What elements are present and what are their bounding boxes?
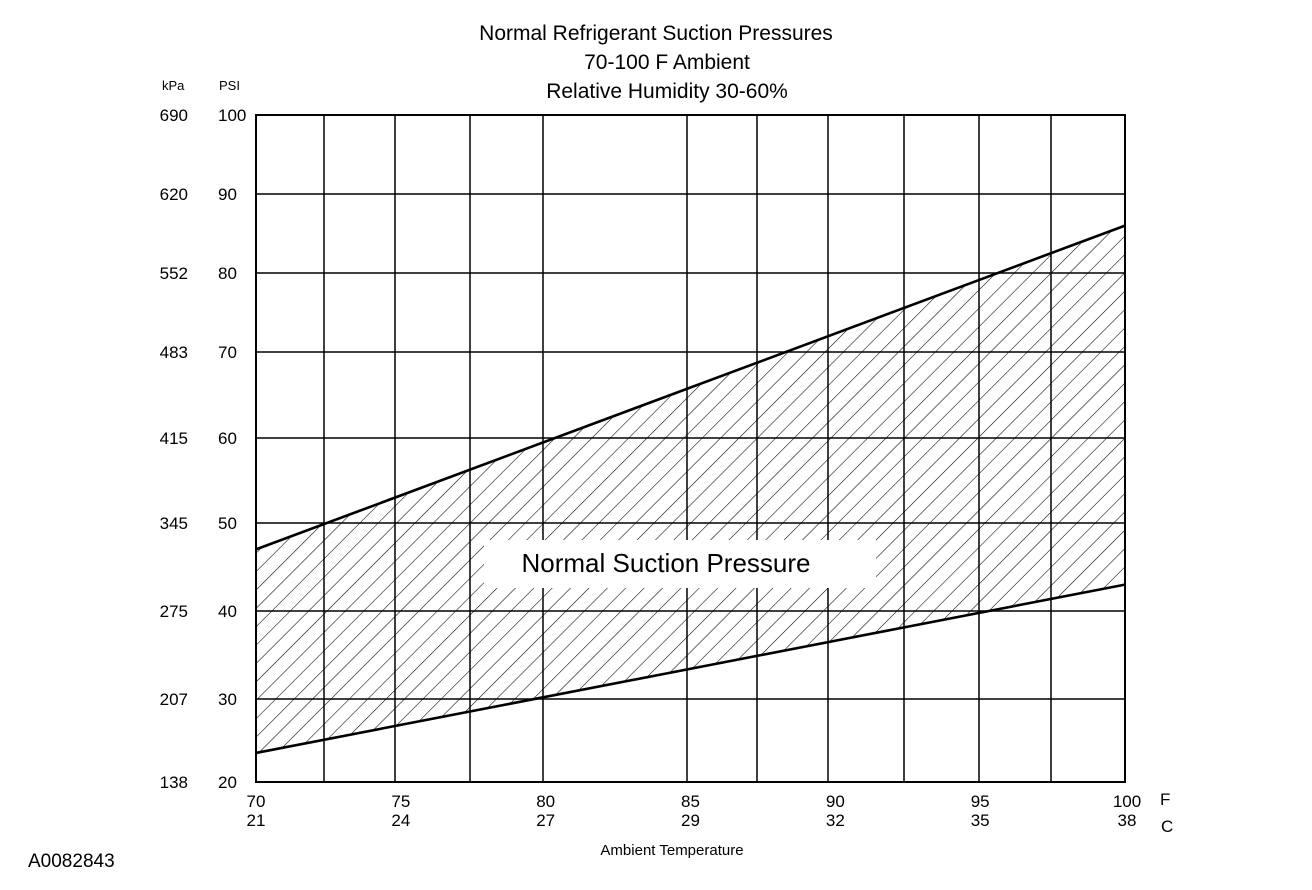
x-unit-celsius: C (1161, 817, 1174, 836)
chart-title-line-1: Normal Refrigerant Suction Pressures (479, 22, 833, 45)
y-tick-psi: 90 (218, 185, 237, 204)
y-tick-psi: 100 (218, 106, 246, 125)
x-tick-c: 32 (826, 811, 845, 830)
lower-boundary-line (255, 583, 1126, 755)
y-tick-psi: 80 (218, 264, 237, 283)
y-tick-psi: 50 (218, 514, 237, 533)
y-tick-kpa: 275 (160, 602, 188, 621)
x-unit-fahrenheit: F (1160, 790, 1171, 809)
chart-title-line-3: Relative Humidity 30-60% (546, 80, 788, 103)
x-tick-c: 27 (536, 811, 555, 830)
region-label-background (484, 540, 876, 588)
x-tick-f: 80 (536, 792, 555, 811)
psi-axis-header: PSI (219, 78, 240, 93)
y-tick-labels: 690 100 620 90 552 80 483 70 415 60 345 50 275 40 207 3… (160, 106, 247, 792)
x-tick-f: 85 (681, 792, 700, 811)
figure-id: A0082843 (28, 851, 115, 872)
x-tick-f: 90 (826, 792, 845, 811)
x-tick-c: 24 (391, 811, 410, 830)
y-tick-kpa: 207 (160, 690, 188, 709)
x-tick-c: 21 (247, 811, 266, 830)
normal-pressure-band (256, 225, 1125, 753)
upper-boundary-line (255, 224, 1126, 551)
y-tick-psi: 60 (218, 429, 237, 448)
y-tick-kpa: 138 (160, 773, 188, 792)
x-tick-f: 100 (1113, 792, 1141, 811)
x-tick-f: 70 (247, 792, 266, 811)
y-tick-psi: 20 (218, 773, 237, 792)
y-tick-kpa: 483 (160, 343, 188, 362)
x-tick-f: 95 (971, 792, 990, 811)
plot-frame (255, 114, 1126, 783)
y-tick-kpa: 345 (160, 514, 188, 533)
kpa-axis-header: kPa (162, 78, 185, 93)
y-tick-kpa: 620 (160, 185, 188, 204)
y-tick-psi: 70 (218, 343, 237, 362)
x-tick-c: 29 (681, 811, 700, 830)
x-tick-f: 75 (391, 792, 410, 811)
chart-title-line-2: 70-100 F Ambient (584, 51, 750, 74)
y-tick-psi: 30 (218, 690, 237, 709)
x-tick-c: 38 (1118, 811, 1137, 830)
x-axis-label: Ambient Temperature (600, 842, 744, 859)
y-tick-psi: 40 (218, 602, 237, 621)
region-label: Normal Suction Pressure (522, 548, 811, 578)
y-tick-kpa: 552 (160, 264, 188, 283)
y-tick-kpa: 415 (160, 429, 188, 448)
y-tick-kpa: 690 (160, 106, 188, 125)
x-tick-c: 35 (971, 811, 990, 830)
